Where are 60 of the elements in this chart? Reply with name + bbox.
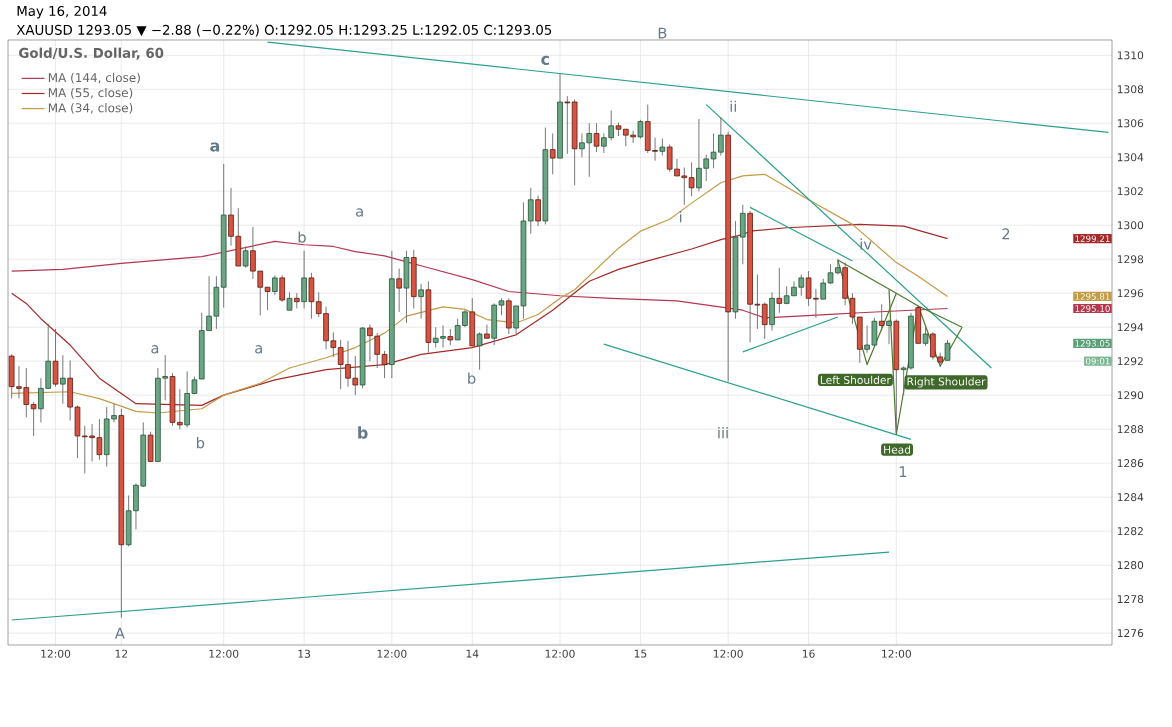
- y-tick-label: 1304: [1117, 153, 1144, 162]
- x-tick-label: 12:00: [713, 649, 743, 658]
- x-tick-label: 12:00: [377, 649, 407, 658]
- annotation: b: [468, 372, 476, 384]
- x-tick-label: 12:00: [41, 649, 71, 658]
- x-tick-label: 12:00: [545, 649, 575, 658]
- text: May 16, 2014: [17, 5, 107, 19]
- x-tick-label: 15: [634, 649, 647, 658]
- y-tick-label: 1302: [1117, 187, 1143, 196]
- annotation: 09:01: [1085, 357, 1110, 365]
- legend-label: MA (55, close): [48, 87, 133, 99]
- annotation: 1293.05: [1075, 340, 1110, 347]
- annotation: ii: [730, 100, 736, 112]
- chart-subtitle: XAUUSD 1293.05 ▼ −2.88 (−0.22%) O:1292.05 H:1293.25 L:1292.05 C:1293.05: [16, 24, 552, 37]
- y-tick-label: 1292: [1117, 357, 1143, 366]
- x-tick-label: 12:00: [209, 649, 239, 658]
- y-tick-label: 1290: [1117, 391, 1144, 400]
- annotation: Left Shoulder: [820, 375, 891, 384]
- y-tick-label: 1276: [1117, 629, 1144, 638]
- legend-label: MA (144, close): [48, 72, 140, 84]
- x-tick-label: 12:00: [882, 649, 911, 658]
- annotation: a: [151, 345, 159, 354]
- x-tick-label: 14: [466, 649, 479, 658]
- annotation: Right Shoulder: [907, 377, 986, 388]
- annotation: a: [210, 142, 220, 152]
- x-tick-label: 13: [298, 649, 311, 658]
- annotation: 1: [899, 466, 907, 477]
- y-tick-label: 1284: [1117, 493, 1144, 502]
- annotation: b: [358, 426, 368, 439]
- annotation: i: [679, 211, 682, 223]
- annotation: a: [356, 208, 363, 217]
- annotation: A: [114, 627, 125, 639]
- text: B: [658, 27, 667, 39]
- annotation: iv: [860, 238, 872, 250]
- annotation: iii: [718, 426, 728, 439]
- annotation: 1295.81: [1075, 293, 1110, 300]
- annotation: 2: [1002, 228, 1010, 240]
- annotation: b: [298, 231, 306, 243]
- legend-label: MA (34, close): [48, 103, 133, 114]
- y-tick-label: 1300: [1117, 221, 1144, 230]
- annotation: b: [196, 437, 205, 449]
- x-tick-label: 12: [115, 649, 128, 658]
- annotation: Head: [884, 445, 911, 454]
- annotation: 1295.10: [1075, 305, 1110, 312]
- y-tick-label: 1306: [1117, 119, 1144, 128]
- y-tick-label: 1288: [1117, 425, 1144, 434]
- annotation: a: [255, 345, 262, 354]
- text: Gold/U.S. Dollar, 60: [19, 47, 164, 60]
- y-tick-label: 1280: [1117, 561, 1144, 570]
- y-tick-label: 1310: [1117, 51, 1144, 60]
- annotation: 1299.21: [1075, 235, 1110, 242]
- y-tick-label: 1298: [1117, 255, 1144, 264]
- x-tick-label: 16: [802, 649, 815, 658]
- y-tick-label: 1308: [1117, 85, 1144, 94]
- y-tick-label: 1294: [1117, 323, 1144, 332]
- annotation: c: [541, 55, 550, 65]
- y-tick-label: 1296: [1117, 289, 1144, 298]
- y-tick-label: 1286: [1117, 459, 1144, 468]
- y-tick-label: 1278: [1117, 595, 1144, 604]
- y-tick-label: 1282: [1117, 527, 1143, 536]
